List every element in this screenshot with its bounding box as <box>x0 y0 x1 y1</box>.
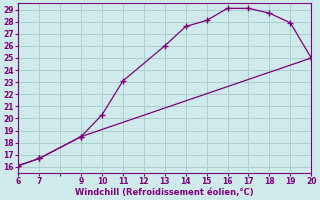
X-axis label: Windchill (Refroidissement éolien,°C): Windchill (Refroidissement éolien,°C) <box>76 188 254 197</box>
